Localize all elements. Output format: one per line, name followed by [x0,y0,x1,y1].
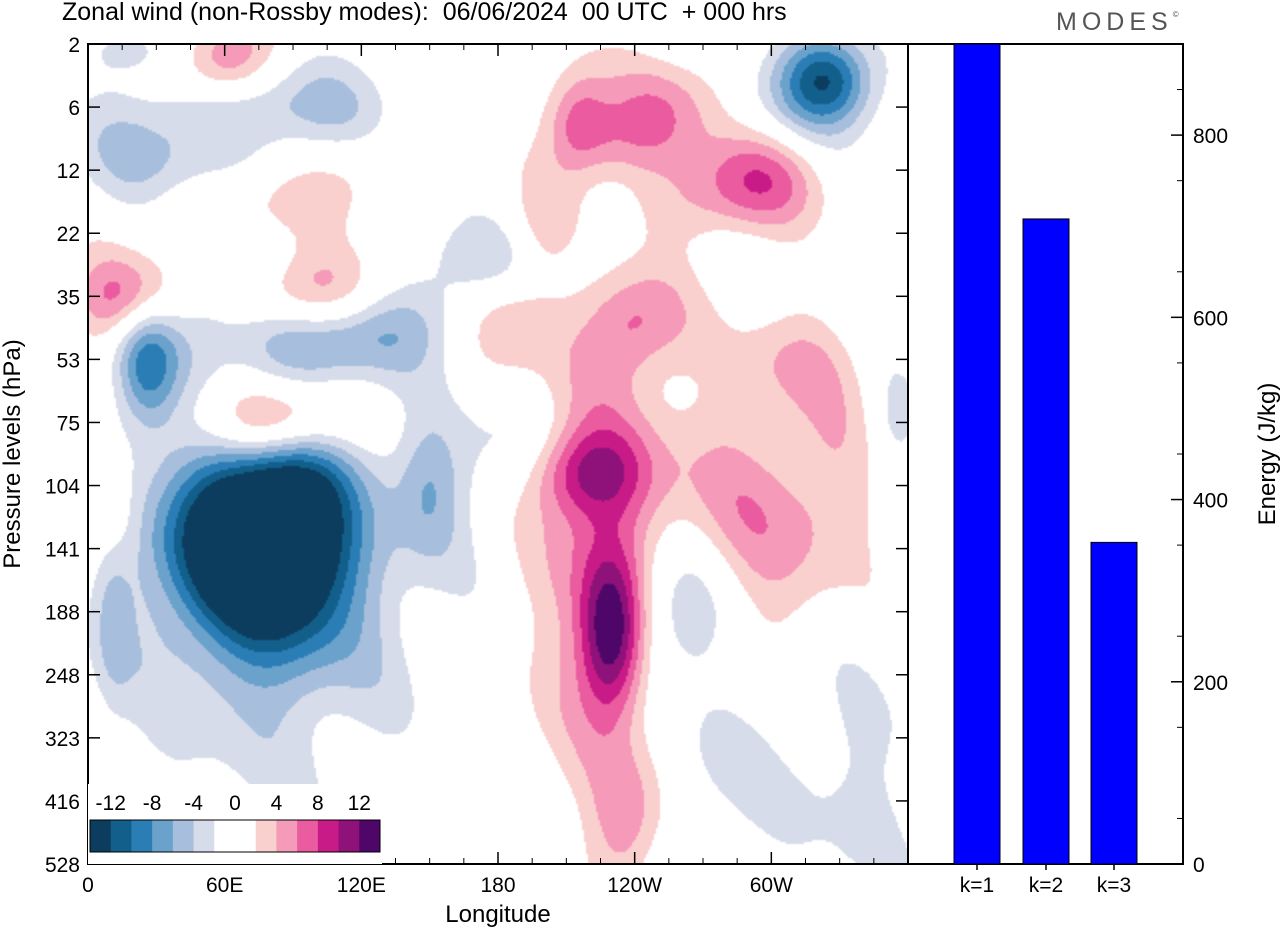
y-tick-label: 53 [57,349,80,372]
y-tick-label: 35 [57,286,80,309]
colorbar-swatch [172,820,195,852]
x-tick-label: 120E [337,874,386,897]
colorbar-label: 0 [229,792,241,815]
energy-y-tick-label: 400 [1193,490,1228,513]
y-tick-label: 75 [57,412,80,435]
energy-x-tick-label: k=3 [1097,874,1131,897]
colorbar-label: 4 [271,792,283,815]
y-tick-label: 141 [45,539,80,562]
energy-bar-k1 [953,43,1001,865]
colorbar-swatch [359,820,381,852]
colorbar-swatch [110,820,132,852]
colorbar-label: -12 [96,792,126,815]
y-tick-label: 104 [45,476,80,499]
colorbar-swatch [214,820,236,852]
colorbar-swatch [317,820,340,852]
y-tick-label: 528 [45,854,80,877]
y-tick-label: 2 [68,34,80,57]
colorbar-swatch [90,820,112,852]
x-tick-label: 60E [206,874,243,897]
energy-axis-label: Energy (J/kg) [1254,383,1280,526]
energy-y-tick-label: 800 [1193,125,1228,148]
y-tick-label: 22 [57,223,80,246]
colorbar-legend: -12 -8 -4 0 4 8 12 [88,784,382,864]
x-tick-label: 0 [82,874,94,897]
colorbar-swatch [276,820,298,852]
y-tick-label: 12 [57,160,80,183]
energy-bars [953,43,1138,865]
y-tick-label: 6 [68,97,80,120]
y-axis: 2 6 12 22 35 53 75 104 141 188 248 323 416 528 [45,34,908,877]
energy-y-tick-label: 600 [1193,307,1228,330]
page-title: Zonal wind (non-Rossby modes): 06/06/202… [62,0,787,26]
colorbar-label: 8 [312,792,324,815]
energy-bar-k3 [1090,541,1138,865]
energy-y-tick-label: 200 [1193,672,1228,695]
colorbar-label: 12 [348,792,371,815]
y-tick-label: 248 [45,665,80,688]
energy-panel: 0 200 400 600 800 k=1 k=2 k=3 Energy (J/kg) [907,43,1280,897]
energy-x-tick-label: k=2 [1029,874,1063,897]
colorbar-label: -4 [184,792,203,815]
colorbar-swatch [297,820,319,852]
y-axis-label: Pressure levels (hPa) [0,339,26,568]
energy-y-tick-label: 0 [1193,854,1205,877]
colorbar-border [89,819,381,853]
x-tick-label: 180 [480,874,515,897]
energy-x-tick-label: k=1 [960,874,994,897]
energy-x-axis: k=1 k=2 k=3 [960,864,1131,897]
y-tick-label: 323 [45,728,80,751]
x-axis-label: Longitude [445,901,550,928]
colorbar-label: -8 [143,792,162,815]
modes-logo: MODES© [1056,8,1179,37]
colorbar-swatch [235,820,257,852]
logo-mark: © [1172,10,1179,19]
heatmap-image [88,44,908,864]
logo-text: MODES [1056,8,1173,36]
y-tick-label: 416 [45,791,80,814]
x-axis: 0 60E 120E 180 120W 60W [82,44,875,897]
x-tick-label: 60W [750,874,793,897]
energy-bar-k2 [1022,218,1070,865]
y-tick-label: 188 [45,602,80,625]
x-tick-label: 120W [607,874,662,897]
colorbar-swatch [152,820,174,852]
heatmap-panel: 0 60E 120E 180 120W 60W 2 6 12 22 35 53 75 104 141 188… [0,34,909,928]
colorbar-swatch [193,820,215,852]
colorbar-swatch [255,820,277,852]
colorbar-swatch [131,820,153,852]
colorbar-swatch [338,820,360,852]
energy-y-axis: 0 200 400 600 800 [1171,89,1228,877]
